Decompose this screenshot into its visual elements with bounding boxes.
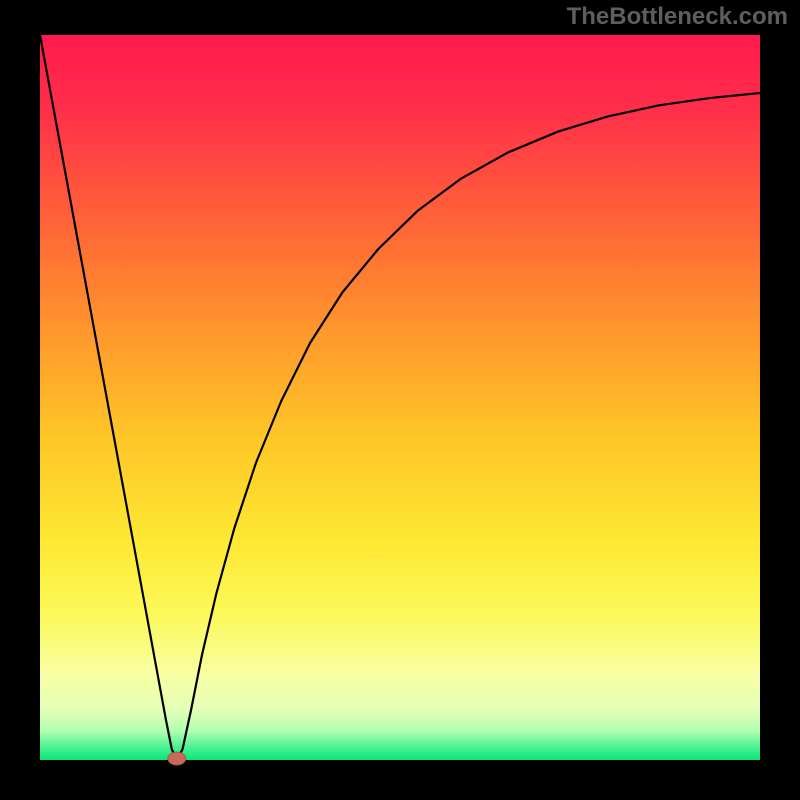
watermark-text: TheBottleneck.com <box>567 3 788 31</box>
optimal-point-marker <box>168 752 186 765</box>
plot-gradient-background <box>40 35 760 760</box>
chart-container: TheBottleneck.com <box>0 0 800 800</box>
bottleneck-curve-chart <box>0 0 800 800</box>
